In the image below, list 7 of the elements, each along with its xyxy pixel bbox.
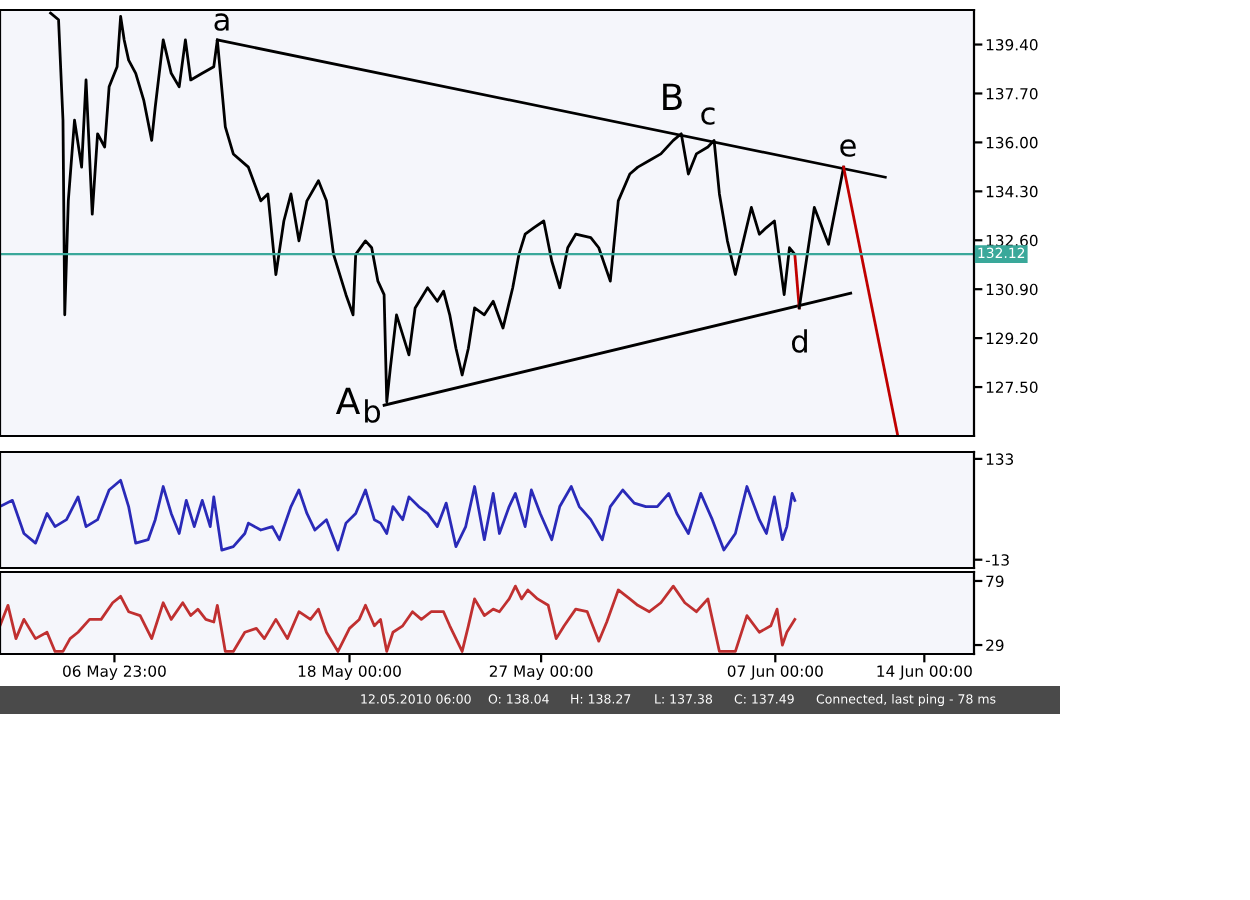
annotation: d bbox=[791, 329, 807, 353]
annotation: B bbox=[663, 83, 682, 110]
annotation: b bbox=[365, 399, 381, 423]
annotation: c bbox=[701, 107, 715, 125]
annotation: A bbox=[335, 387, 361, 414]
annotation: e bbox=[840, 139, 856, 157]
annotation: a bbox=[214, 13, 229, 31]
